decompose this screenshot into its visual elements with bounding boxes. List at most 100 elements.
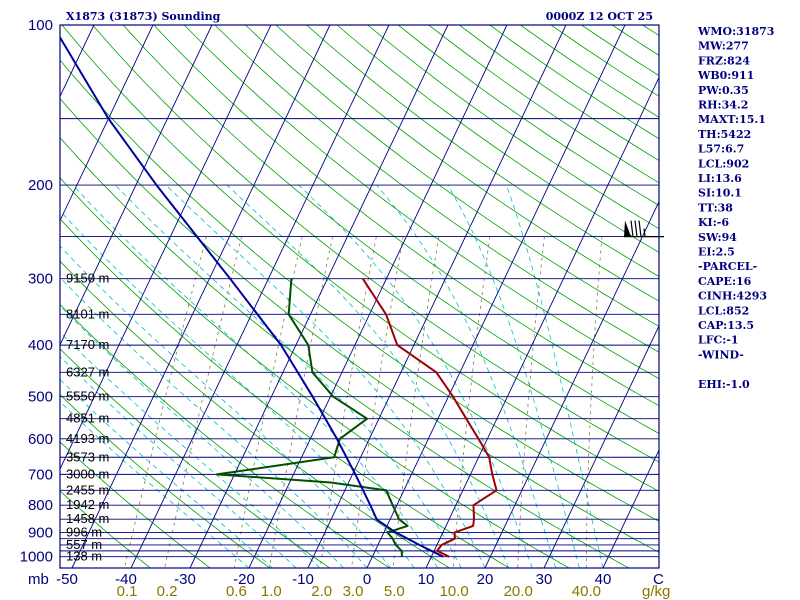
isotherm	[71, 25, 331, 568]
height-label: 2455 m	[66, 482, 109, 497]
moist-adiabats	[60, 184, 604, 568]
dry-adiabat	[60, 260, 450, 568]
mixing-ratio-tick-label: 0.1	[117, 583, 138, 600]
plot-frame	[59, 24, 660, 569]
index-entry: EHI:-1.0	[698, 378, 750, 391]
height-label: 3000 m	[66, 466, 109, 481]
temperature-line	[361, 278, 498, 558]
chart-time: 0000Z 12 OCT 25	[546, 10, 653, 23]
mixing-ratio-tick-label: 3.0	[343, 583, 364, 600]
isotherm	[248, 25, 508, 568]
temperature-tick-label: -10	[292, 571, 314, 588]
height-label: 8101 m	[66, 306, 109, 321]
mixing-ratio-tick-label: 5.0	[384, 583, 405, 600]
moist-adiabat	[226, 184, 509, 568]
isotherms	[60, 25, 659, 568]
mixing-ratio-line	[392, 236, 440, 568]
pressure-tick-label: 700	[28, 466, 53, 483]
isotherm	[60, 25, 213, 346]
index-entry: LCL:902	[698, 157, 749, 170]
isotherm	[307, 25, 567, 568]
index-entry: TT:38	[698, 201, 733, 214]
isotherm	[130, 25, 390, 568]
pressure-labels: 100 200 300 400 500 600 700 800 900 1000	[20, 17, 53, 566]
moist-adiabat	[60, 401, 250, 568]
dry-adiabat	[122, 25, 659, 435]
pressure-tick-label: 300	[28, 271, 53, 288]
dry-adiabat	[60, 218, 510, 568]
dry-adiabat	[183, 25, 659, 380]
index-entry: LFC:-1	[698, 334, 739, 347]
mixing-ratio-line	[452, 236, 491, 568]
height-label: 3573 m	[66, 449, 109, 464]
index-entry: CAP:13.5	[698, 319, 754, 332]
mixing-ratio-tick-label: 20.0	[504, 583, 533, 600]
temperature-labels: -50 -40 -30 -20 -10 0 10 20 30 40	[56, 571, 611, 588]
pressure-tick-label: 900	[28, 524, 53, 541]
pressure-tick-label: 200	[28, 177, 53, 194]
pressure-unit-label: mb	[28, 571, 49, 588]
height-label: 138 m	[66, 549, 102, 564]
isotherm	[60, 25, 272, 471]
isotherm	[189, 25, 449, 568]
temperature-tick-label: -50	[56, 571, 78, 588]
dry-adiabat	[336, 25, 659, 253]
pressure-tick-label: 1000	[20, 549, 53, 566]
dry-adiabat	[153, 25, 659, 407]
isotherm	[425, 76, 659, 568]
mixing-ratio-labels: 0.1 0.2 0.6 1.0 2.0 3.0 5.0 10.0 20.0 40.0	[117, 583, 601, 600]
pressure-tick-label: 800	[28, 497, 53, 514]
dry-adiabat	[60, 177, 570, 568]
moist-adiabat	[60, 331, 321, 568]
temperature-tick-label: 0	[363, 571, 371, 588]
temperature-tick-label: 30	[536, 571, 553, 588]
mixing-ratio-line	[124, 236, 207, 568]
mixing-ratio-tick-label: 10.0	[439, 583, 468, 600]
moist-adiabat	[165, 184, 486, 568]
temperature-tick-label: -30	[174, 571, 196, 588]
isotherm	[366, 25, 626, 568]
dry-adiabat	[60, 394, 271, 568]
index-entry: -WIND-	[698, 348, 744, 361]
temperature-tick-label: 20	[477, 571, 494, 588]
index-entry: MW:277	[698, 40, 749, 53]
dry-adiabat	[245, 25, 659, 327]
height-label: 5550 m	[66, 389, 109, 404]
index-entry: FRZ:824	[698, 54, 750, 67]
sounding-series	[60, 35, 498, 558]
index-entry: KI:-6	[698, 216, 729, 229]
index-entry: RH:34.2	[698, 99, 748, 112]
index-entry: PW:0.35	[698, 84, 749, 97]
index-entry: -PARCEL-	[698, 260, 757, 273]
isotherm	[60, 25, 154, 222]
height-label: 4851 m	[66, 411, 109, 426]
index-entry: WMO:31873	[697, 25, 774, 38]
wind-barbs	[624, 220, 664, 238]
mixing-ratio-line	[351, 236, 404, 568]
height-label: 6327 m	[66, 364, 109, 379]
mixing-ratio-unit-label: g/kg	[642, 583, 670, 600]
index-entry: EI:2.5	[698, 246, 735, 259]
moist-adiabat	[60, 355, 297, 568]
height-label: 1458 m	[66, 511, 109, 526]
height-label: 1942 m	[66, 497, 109, 512]
dry-adiabat	[60, 441, 211, 568]
temperature-tick-label: 40	[595, 571, 612, 588]
isotherm	[602, 449, 659, 568]
chart-title: X1873 (31873) Sounding	[66, 10, 221, 23]
pressure-tick-label: 500	[28, 389, 53, 406]
temperature-tick-label: -20	[233, 571, 255, 588]
dry-adiabat	[60, 490, 151, 568]
mixing-ratio-tick-label: 0.2	[157, 583, 178, 600]
mixing-ratio-line	[517, 236, 545, 568]
height-label: 557 m	[66, 537, 102, 552]
dry-adiabat	[214, 25, 659, 353]
height-label: 7170 m	[66, 337, 109, 352]
index-entry: LCL:852	[698, 304, 749, 317]
temperature-unit-label: C	[653, 571, 664, 588]
isobars	[60, 25, 659, 558]
temperature-tick-label: 10	[418, 571, 435, 588]
dry-adiabats	[60, 25, 659, 568]
dry-adiabat	[92, 25, 659, 463]
